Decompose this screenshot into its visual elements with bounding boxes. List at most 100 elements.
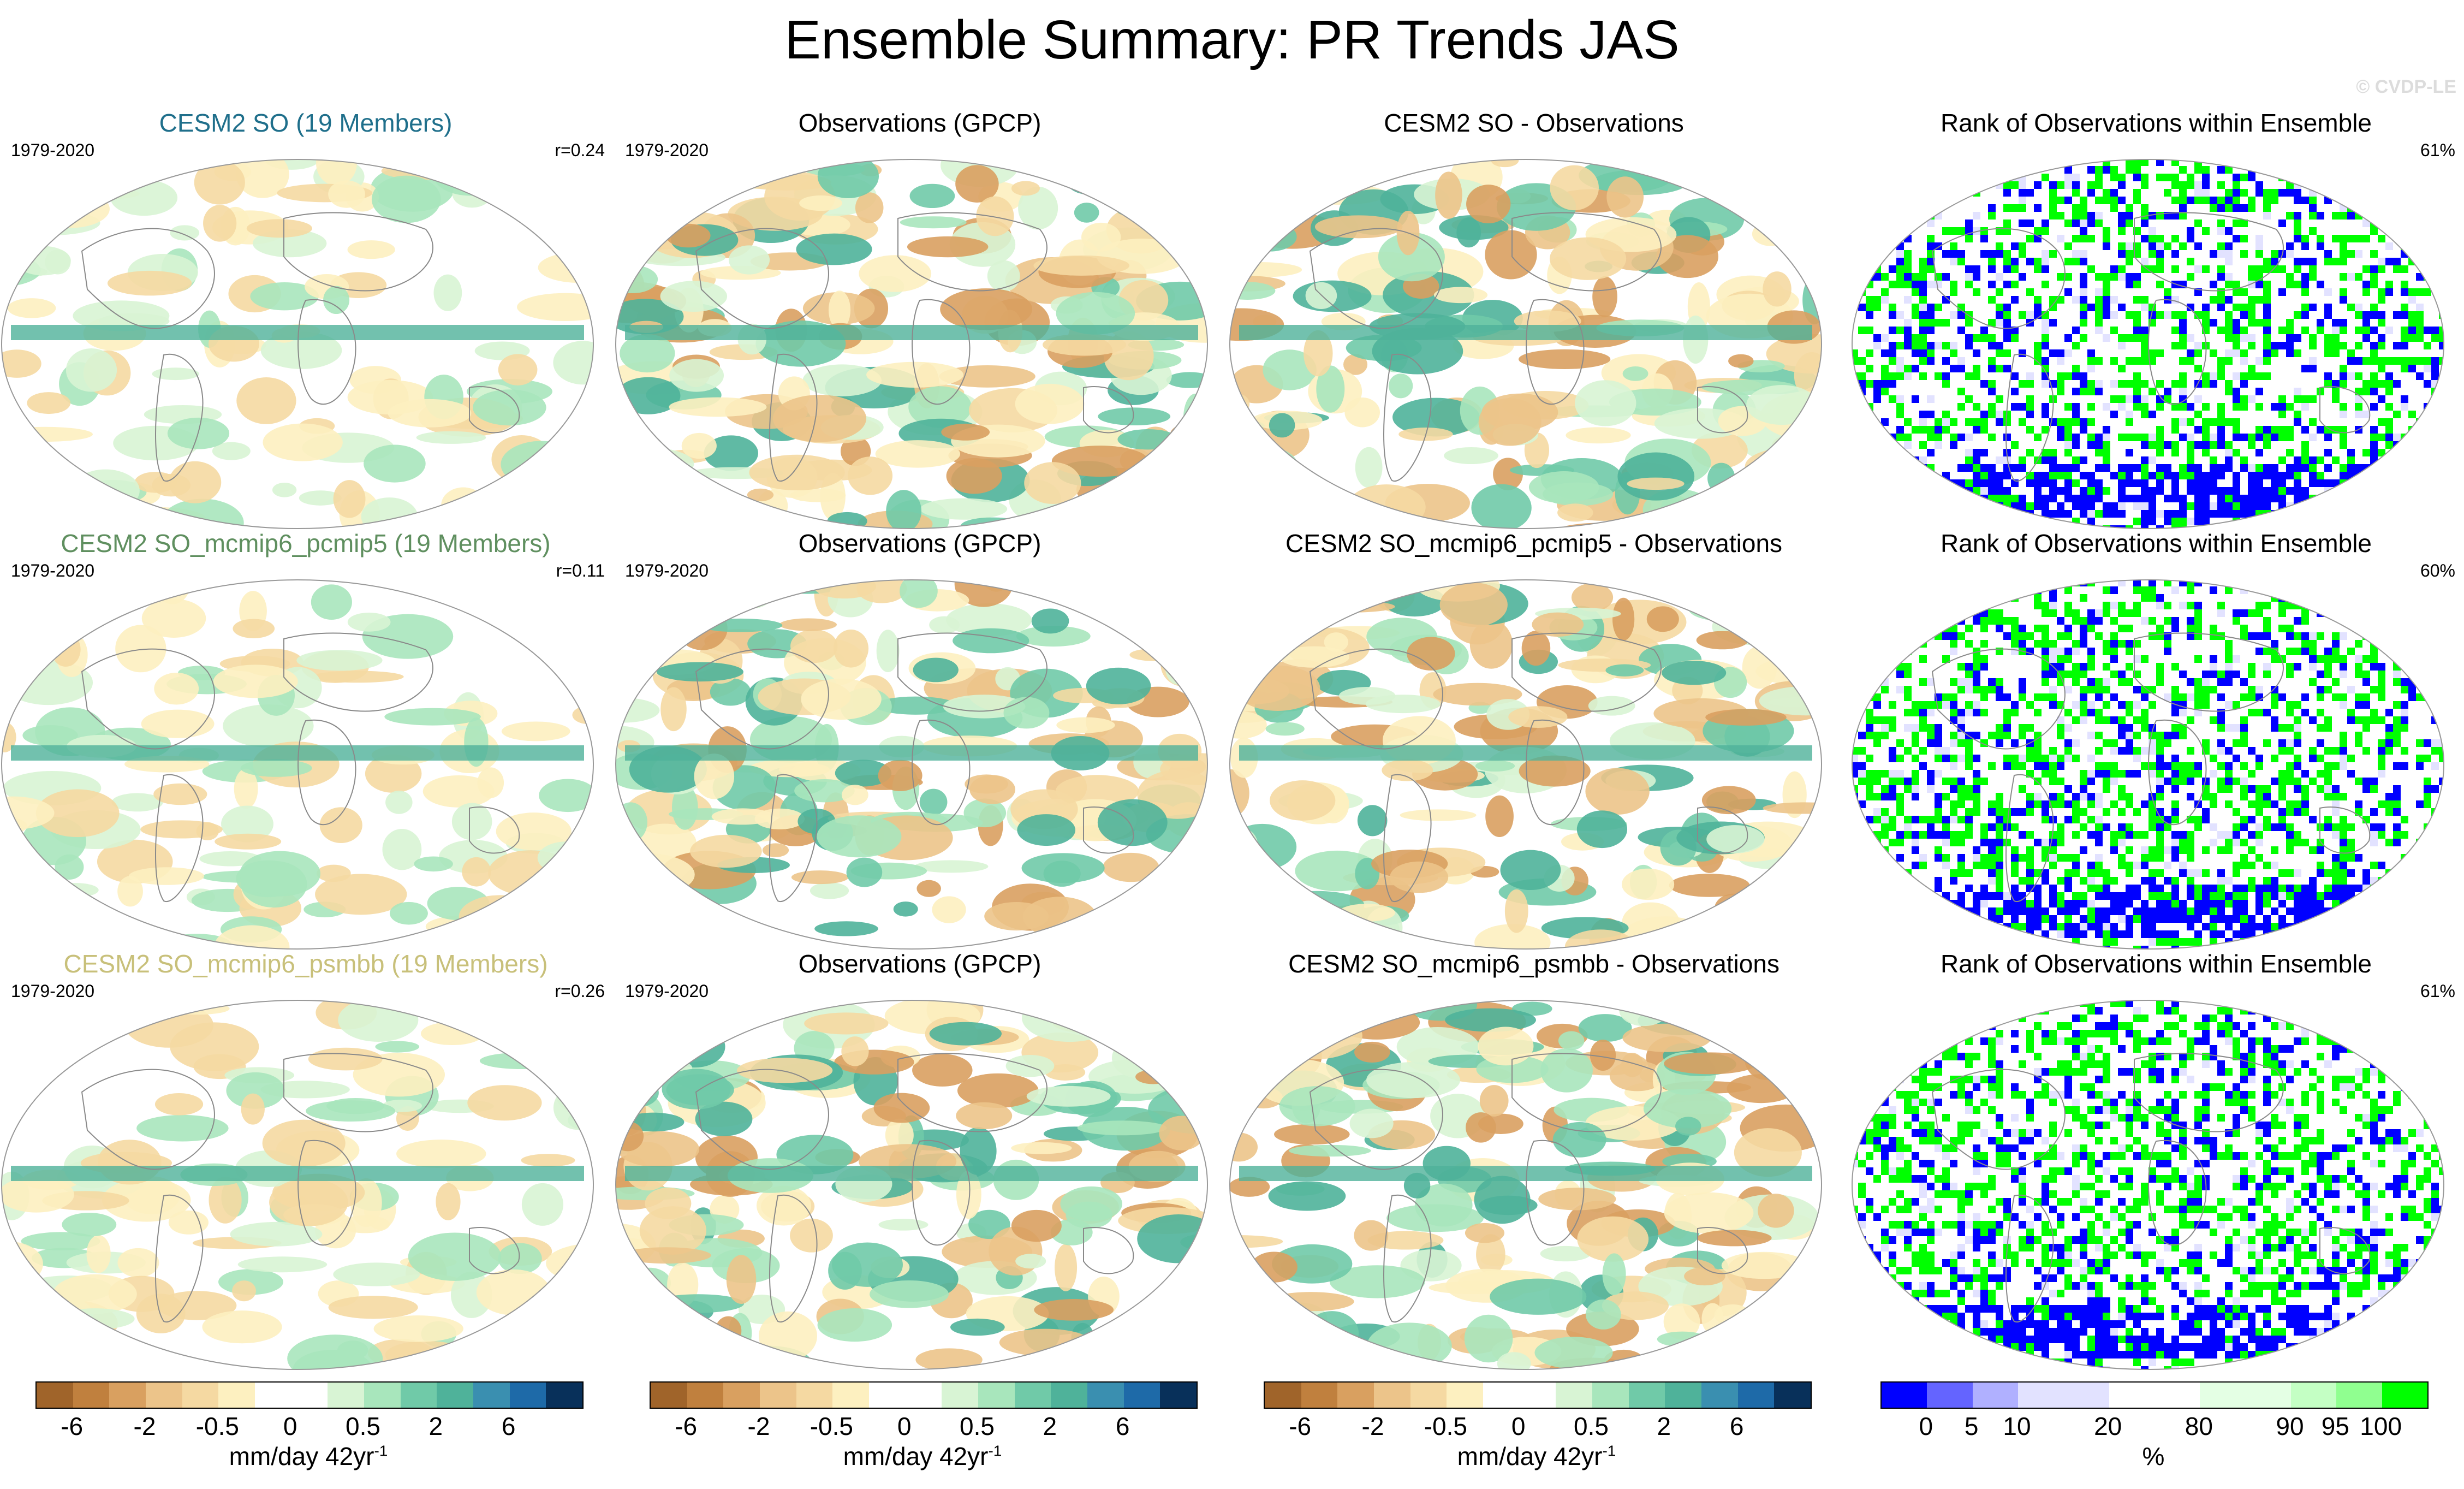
rank-cell — [2141, 349, 2148, 357]
rank-cell — [2072, 663, 2080, 671]
rank-cell — [2217, 434, 2225, 441]
rank-cell — [2225, 418, 2233, 426]
trend-patch — [1056, 717, 1115, 733]
rank-cell — [2248, 709, 2255, 716]
rank-cell — [1904, 671, 1912, 678]
rank-cell — [1980, 778, 1988, 785]
rank-cell — [2187, 479, 2194, 487]
rank-cell — [1950, 816, 1957, 823]
rank-cell — [2332, 327, 2340, 334]
rank-cell — [2378, 923, 2385, 930]
rank-cell — [2362, 892, 2370, 900]
rank-cell — [2133, 655, 2141, 663]
rank-cell — [2370, 273, 2378, 281]
trend-patch — [107, 270, 192, 296]
rank-cell — [1889, 472, 1896, 479]
rank-cell — [1942, 701, 1950, 709]
trend-patch — [371, 175, 441, 223]
rank-cell — [2141, 617, 2148, 625]
rank-cell — [2148, 265, 2156, 273]
rank-cell — [1957, 388, 1965, 395]
rank-cell — [2148, 808, 2156, 816]
rank-cell — [2309, 778, 2317, 785]
rank-cell — [2401, 281, 2408, 288]
rank-cell — [2042, 510, 2049, 518]
rank-cell — [1942, 823, 1950, 831]
rank-cell — [2194, 220, 2202, 227]
rank-cell — [2080, 808, 2087, 816]
rank-cell — [1919, 923, 1927, 930]
rank-cell — [2393, 265, 2401, 273]
rank-cell — [2286, 510, 2294, 518]
rank-cell — [1950, 709, 1957, 716]
trend-patch — [5, 863, 61, 901]
rank-cell — [2202, 778, 2210, 785]
trend-patch — [1234, 177, 1264, 218]
rank-cell — [2294, 885, 2301, 892]
rank-cell — [1889, 755, 1896, 762]
rank-cell — [2431, 472, 2439, 479]
rank-cell — [2179, 778, 2187, 785]
rank-cell — [1996, 304, 2003, 311]
rank-cell — [1866, 220, 1873, 227]
rank-cell — [2324, 915, 2332, 923]
rank-cell — [1881, 648, 1889, 655]
rank-cell — [1912, 502, 1919, 510]
rank-cell — [1957, 250, 1965, 258]
rank-cell — [1980, 854, 1988, 862]
rank-cell — [2332, 800, 2340, 808]
rank-cell — [2378, 632, 2385, 640]
rank-cell — [1988, 296, 1996, 304]
rank-cell — [2080, 671, 2087, 678]
rank-cell — [2408, 189, 2416, 197]
rank-cell — [2370, 831, 2378, 839]
rank-cell — [2362, 778, 2370, 785]
trend-patch — [1055, 775, 1139, 808]
rank-cell — [1935, 602, 1942, 609]
rank-cell — [2095, 770, 2103, 778]
rank-cell — [2034, 885, 2042, 892]
rank-cell — [2179, 204, 2187, 212]
rank-cell — [2217, 885, 2225, 892]
rank-cell — [2370, 686, 2378, 693]
rank-cell — [2087, 189, 2095, 197]
rank-cell — [2340, 288, 2347, 296]
rank-cell — [2416, 518, 2424, 525]
rank-cell — [2118, 701, 2126, 709]
rank-cell — [1965, 510, 1973, 518]
map-panel: CESM2 SO (19 Members) 1979-2020 r=0.24 — [0, 106, 611, 529]
rank-cell — [1889, 823, 1896, 831]
rank-cell — [2385, 923, 2393, 930]
rank-cell — [2225, 701, 2233, 709]
rank-cell — [1996, 839, 2003, 846]
rank-cell — [1996, 395, 2003, 403]
rank-cell — [1873, 479, 1881, 487]
rank-cell — [2248, 686, 2255, 693]
rank-cell — [2080, 930, 2087, 938]
rank-cell — [1904, 296, 1912, 304]
rank-cell — [2156, 510, 2164, 518]
rank-cell — [2416, 693, 2424, 701]
rank-cell — [2301, 885, 2309, 892]
rank-cell — [2110, 648, 2118, 655]
rank-cell — [2156, 732, 2164, 739]
rank-cell — [2225, 671, 2233, 678]
rank-cell — [2034, 739, 2042, 747]
rank-cell — [2087, 349, 2095, 357]
rank-cell — [2011, 885, 2019, 892]
rank-cell — [1873, 388, 1881, 395]
rank-cell — [2217, 877, 2225, 885]
rank-cell — [2408, 923, 2416, 930]
rank-cell — [2141, 181, 2148, 189]
rank-cell — [2210, 487, 2217, 495]
rank-cell — [2057, 434, 2064, 441]
rank-cell — [2263, 288, 2271, 296]
rank-cell — [2255, 357, 2263, 365]
rank-cell — [2087, 648, 2095, 655]
rank-cell — [1896, 915, 1904, 923]
rank-cell — [2362, 487, 2370, 495]
trend-patch — [814, 921, 878, 936]
rank-cell — [1866, 793, 1873, 800]
rank-cell — [2233, 197, 2240, 204]
rank-cell — [2156, 594, 2164, 602]
